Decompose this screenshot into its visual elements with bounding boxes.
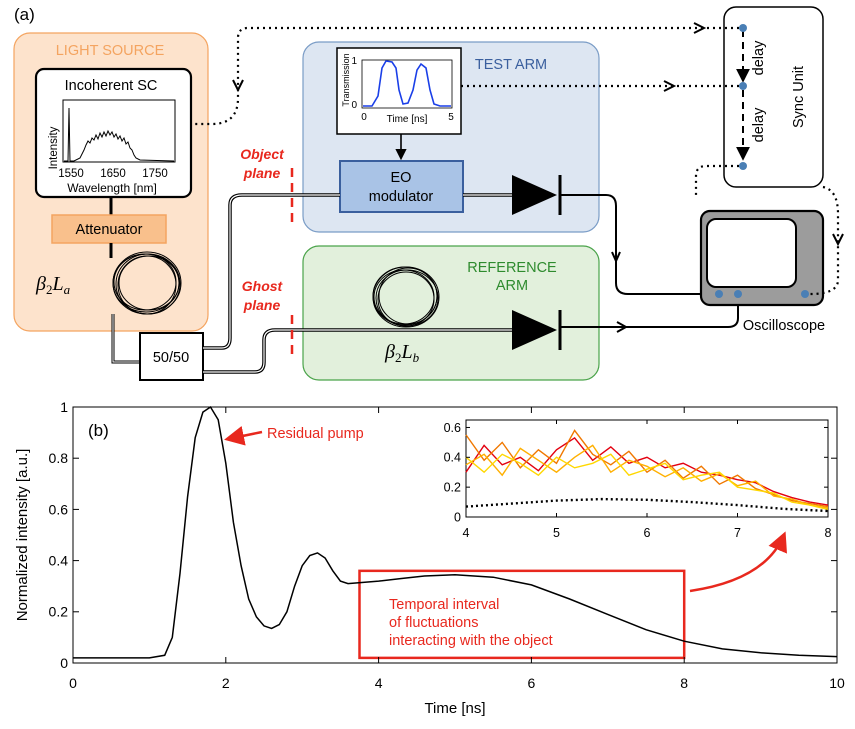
pump-annotation-arrow	[224, 425, 263, 446]
reference-detector-cable	[560, 294, 739, 328]
interval-annotation-line1: Temporal interval	[389, 597, 499, 613]
delay-1-label: delay	[751, 40, 767, 75]
inset-chart-series-2	[465, 444, 829, 509]
main-chart-ylabel: Normalized intensity [a.u.]	[14, 449, 31, 622]
light-source-title: LIGHT SOURCE	[56, 43, 165, 59]
sc-xtick-1750: 1750	[142, 168, 168, 180]
test-detector-cable	[560, 194, 728, 295]
inset-ylabel: Transmission	[341, 53, 351, 106]
panel-b-label: (b)	[88, 421, 109, 440]
inset-chart-ytick-label-0: 0	[454, 510, 461, 524]
main-chart-xtick-label-5: 10	[829, 675, 845, 691]
oscilloscope-screen	[706, 218, 797, 288]
pump-annotation-text: Residual pump	[267, 426, 364, 442]
interval-highlight-box	[358, 569, 686, 660]
inset-chart-ytick-label-1: 0.2	[444, 481, 461, 495]
sync-output-1	[739, 24, 747, 32]
panel-a-label: (a)	[14, 5, 35, 24]
inset-ytick-0: 0	[351, 100, 357, 111]
splitter-label: 50/50	[153, 350, 189, 366]
sync-output-3	[739, 162, 747, 170]
main-chart-ytick-label-5: 1	[60, 399, 68, 415]
main-chart-xtick-label-3: 6	[528, 675, 536, 691]
interval-annotation-line2: of fluctuations	[389, 615, 478, 631]
eo-modulator-line1: EO	[391, 170, 412, 186]
reference-arm-photodiode	[512, 310, 557, 350]
interval-annotation-line3: interacting with the object	[389, 633, 553, 649]
sc-spectrum	[64, 107, 175, 162]
inset-plot-frame	[361, 59, 453, 109]
main-chart-xtick-label-2: 4	[375, 675, 383, 691]
test-arm-title: TEST ARM	[475, 57, 547, 73]
main-chart-ytick-label-1: 0.2	[49, 604, 69, 620]
oscilloscope-channel-1	[715, 290, 723, 298]
inset-ytick-1: 1	[351, 56, 357, 67]
interval-to-inset-arrow	[689, 531, 787, 593]
ghost-plane-label-line2: plane	[243, 297, 281, 313]
oscilloscope-channel-2	[734, 290, 742, 298]
inset-chart-xtick-label-4: 8	[825, 526, 832, 540]
inset-chart-xtick-label-2: 6	[644, 526, 651, 540]
inset-xtick-0: 0	[361, 112, 367, 123]
attenuator-label: Attenuator	[76, 222, 143, 238]
main-chart-ytick-label-4: 0.8	[49, 450, 69, 466]
inset-xtick-5: 5	[448, 112, 454, 123]
sync-unit-box	[723, 6, 824, 188]
reference-arm-box	[302, 245, 600, 381]
inset-chart-ytick-label-2: 0.4	[444, 451, 461, 465]
inset-chart-xtick-label-3: 7	[734, 526, 741, 540]
test-arm-photodiode	[512, 175, 557, 215]
delay-2-label: delay	[751, 107, 767, 142]
inset-xlabel: Time [ns]	[387, 114, 428, 125]
main-chart-xlabel: Time [ns]	[424, 700, 485, 717]
eo-modulator-line2: modulator	[369, 189, 434, 205]
reference-arm-title-line2: ARM	[496, 278, 528, 294]
inset-chart-series-4	[465, 497, 829, 513]
main-chart-xtick-label-1: 2	[222, 675, 230, 691]
sc-xlabel: Wavelength [nm]	[67, 181, 157, 195]
main-chart-xtick-label-4: 8	[680, 675, 688, 691]
main-chart-ytick-label-2: 0.4	[49, 553, 69, 569]
inset-chart-ytick-label-3: 0.6	[444, 421, 461, 435]
main-chart-ytick-label-3: 0.6	[49, 501, 69, 517]
attenuator-box	[51, 214, 167, 244]
reference-arm-title-line1: REFERENCE	[467, 260, 557, 276]
sc-xtick-1650: 1650	[100, 168, 126, 180]
sc-xtick-1550: 1550	[58, 168, 84, 180]
object-plane-label-line1: Object	[240, 146, 285, 162]
inset-chart-xtick-label-1: 5	[553, 526, 560, 540]
eo-modulator-box	[339, 160, 464, 213]
sync-unit-title: Sync Unit	[791, 66, 807, 128]
main-chart-ytick-label-0: 0	[60, 655, 68, 671]
inset-chart-xtick-label-0: 4	[463, 526, 470, 540]
object-plane-label-line2: plane	[243, 165, 281, 181]
modulator-transmission-curve	[363, 60, 451, 107]
fiber-coil-lb	[372, 266, 440, 328]
fiber-label-la: β2La	[35, 273, 71, 297]
sync-output-2	[739, 82, 747, 90]
oscilloscope-trigger-input	[801, 290, 809, 298]
main-chart-xtick-label-0: 0	[69, 675, 77, 691]
sync-to-oscilloscope-trigger-b	[809, 185, 840, 296]
sc-ylabel: Intensity	[48, 126, 60, 169]
splitter-box	[139, 332, 204, 381]
sc-plot-frame	[62, 99, 176, 163]
sc-box-title: Incoherent SC	[65, 78, 158, 94]
oscilloscope-label: Oscilloscope	[743, 318, 825, 334]
inset-chart-series-3	[465, 453, 829, 511]
inset-chart: 4 5 6 7 8 0 0.2 0.4 0.6	[444, 419, 832, 540]
fiber-coil-la	[112, 251, 182, 315]
main-chart-series-0	[73, 405, 838, 659]
sync-to-oscilloscope-trigger-a	[694, 164, 739, 196]
ghost-plane-label-line1: Ghost	[242, 278, 284, 294]
